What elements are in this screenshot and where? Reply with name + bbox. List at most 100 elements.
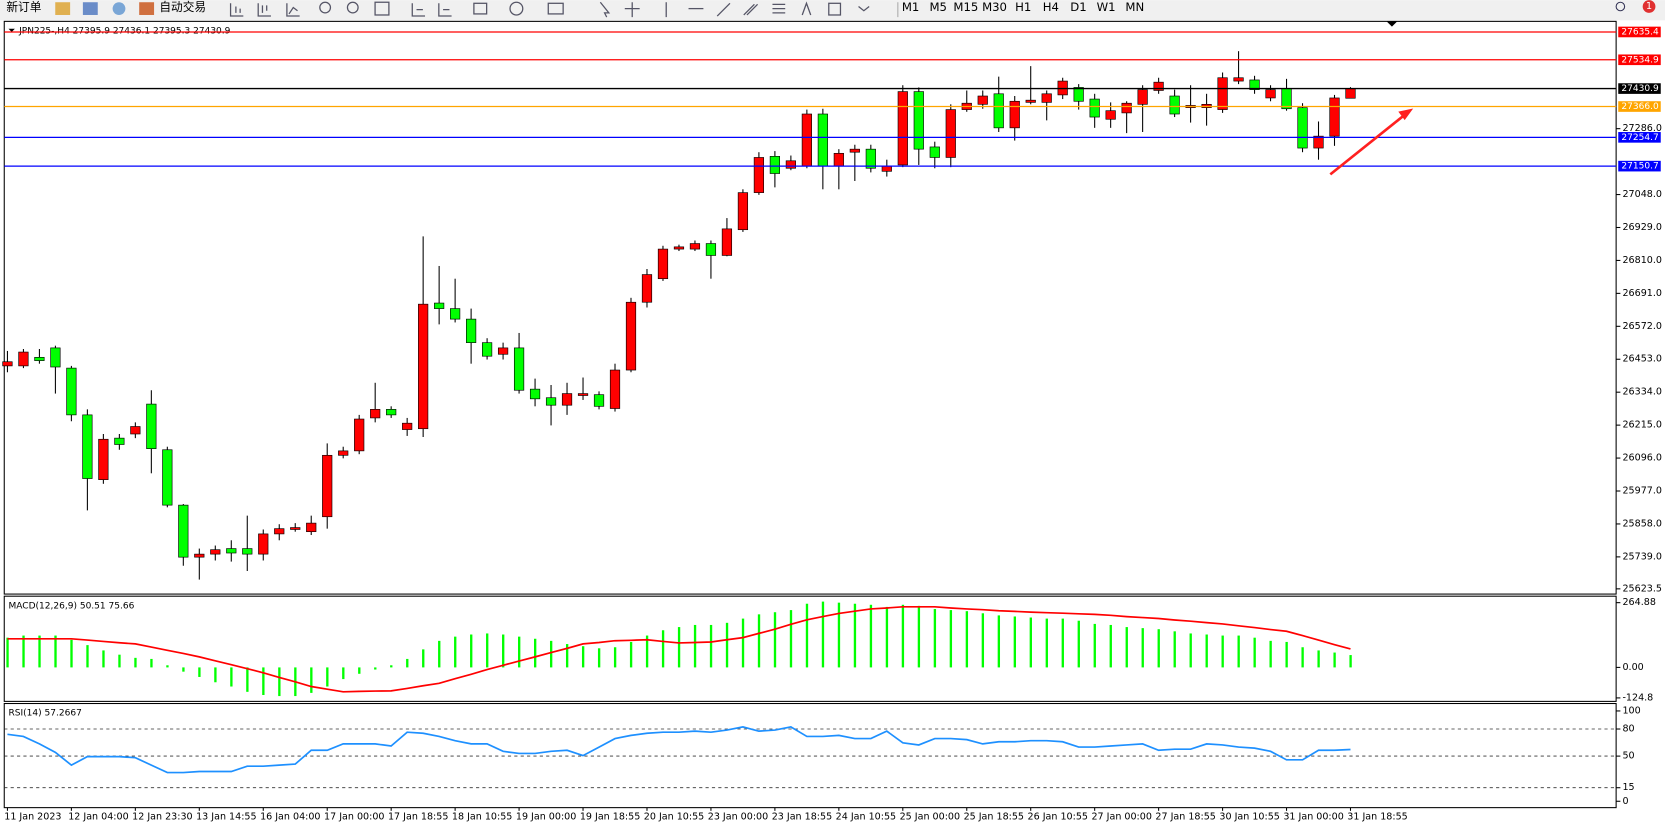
histogram-bar: [917, 605, 921, 668]
timeframe-button[interactable]: MN: [1125, 0, 1144, 14]
candle-body: [545, 397, 557, 406]
histogram-bar: [789, 610, 793, 668]
candle-body: [689, 243, 701, 250]
price-label: 27635.4: [1621, 27, 1659, 37]
timeframe-button[interactable]: M15: [953, 0, 978, 14]
y-tick-label: 0.00: [1622, 662, 1643, 673]
panel-frame: [3, 595, 1617, 702]
crosshair[interactable]: [624, 2, 640, 18]
text-tool[interactable]: [801, 1, 812, 16]
timeframe-button[interactable]: M30: [982, 0, 1007, 14]
zoom-out[interactable]: [346, 1, 359, 14]
candle-body: [673, 246, 685, 250]
x-tick-label: 19 Jan 00:00: [516, 812, 576, 823]
candle-body: [625, 301, 637, 371]
x-tick-label: 27 Jan 00:00: [1091, 812, 1151, 823]
icon[interactable]: [229, 3, 244, 17]
candle-body: [1025, 99, 1036, 103]
histogram-bar: [1109, 624, 1112, 668]
candle-body: [1153, 81, 1164, 91]
y-tick-label: 27048.0: [1622, 189, 1661, 200]
title-marker: [8, 28, 15, 32]
icon[interactable]: [257, 3, 271, 17]
histogram-bar: [1269, 640, 1272, 668]
cursor[interactable]: [599, 1, 611, 18]
histogram-bar: [406, 658, 409, 668]
notification-badge[interactable]: [1642, 0, 1656, 13]
y-tick-label: 100: [1622, 705, 1640, 716]
timeframe-button[interactable]: H4: [1043, 0, 1059, 14]
candle-body: [641, 274, 653, 303]
icon[interactable]: [411, 3, 426, 17]
x-tick-label: 24 Jan 10:55: [836, 812, 896, 823]
candle-body: [1169, 95, 1180, 115]
shift-marker: [1386, 21, 1398, 27]
trendline-tool[interactable]: [716, 2, 731, 17]
y-tick-label: 26096.0: [1622, 453, 1661, 464]
price-label: 27150.7: [1621, 162, 1658, 172]
candle-body: [657, 248, 669, 280]
candle-body: [929, 146, 940, 158]
candle-body: [418, 303, 429, 430]
candle-body: [1297, 107, 1308, 149]
candle-body: [593, 394, 605, 407]
icon[interactable]: [286, 3, 300, 17]
icon[interactable]: [55, 2, 71, 15]
histogram-bar: [1173, 631, 1176, 668]
x-tick-label: 13 Jan 14:55: [196, 812, 256, 823]
histogram-bar: [486, 633, 489, 668]
candle-body: [178, 504, 189, 558]
icon[interactable]: [374, 1, 390, 16]
candle-body: [354, 418, 365, 452]
candle-body: [513, 347, 525, 391]
histogram-bar: [949, 610, 953, 668]
fibo-tool[interactable]: [772, 3, 786, 14]
icon[interactable]: [112, 2, 126, 15]
histogram-bar: [6, 637, 9, 668]
histogram-bar: [70, 639, 73, 668]
timeframe-button[interactable]: M1: [902, 0, 920, 14]
new-order-button[interactable]: 新订单: [6, 0, 41, 14]
candle-body: [306, 522, 317, 533]
timeframe-button[interactable]: H1: [1015, 0, 1031, 14]
histogram-bar: [1301, 647, 1304, 668]
icon[interactable]: [547, 2, 564, 15]
candle-body: [977, 95, 988, 105]
notification-count[interactable]: 1: [1646, 1, 1652, 12]
histogram-bar: [581, 646, 585, 668]
histogram-bar: [597, 648, 601, 668]
channel-tool[interactable]: [743, 3, 759, 16]
price-label: 27430.9: [1621, 84, 1659, 94]
histogram-bar: [502, 634, 505, 668]
histogram-bar: [390, 665, 393, 668]
candle-body: [801, 113, 812, 167]
icon[interactable]: [473, 2, 488, 15]
y-tick-label: 26929.0: [1622, 222, 1661, 233]
candle-body: [34, 356, 45, 361]
icon[interactable]: [438, 3, 452, 17]
histogram-bar: [773, 612, 777, 668]
histogram-bar: [1253, 637, 1256, 668]
timeframe-button[interactable]: M5: [929, 0, 947, 14]
auto-trade-icon[interactable]: [139, 2, 155, 15]
histogram-bar: [629, 641, 633, 668]
candle-body: [481, 342, 493, 357]
candle-body: [1265, 89, 1276, 99]
search[interactable]: [1615, 1, 1626, 12]
histogram-bar: [693, 624, 697, 668]
candle-body: [785, 160, 796, 169]
icon[interactable]: [82, 2, 98, 15]
timeframe-button[interactable]: W1: [1097, 0, 1116, 14]
candle-body: [561, 393, 573, 406]
zoom-in[interactable]: [319, 1, 332, 14]
label-tool[interactable]: [828, 2, 842, 16]
candle-body: [1009, 100, 1020, 129]
histogram-bar: [374, 667, 377, 670]
candle-body: [226, 548, 237, 554]
timeframe-button[interactable]: D1: [1070, 0, 1086, 14]
arrows-tool[interactable]: [858, 5, 870, 12]
histogram-bar: [182, 667, 185, 672]
auto-trade-button[interactable]: 自动交易: [159, 0, 206, 14]
icon[interactable]: [509, 1, 524, 16]
y-tick-label: 26572.0: [1622, 321, 1661, 332]
